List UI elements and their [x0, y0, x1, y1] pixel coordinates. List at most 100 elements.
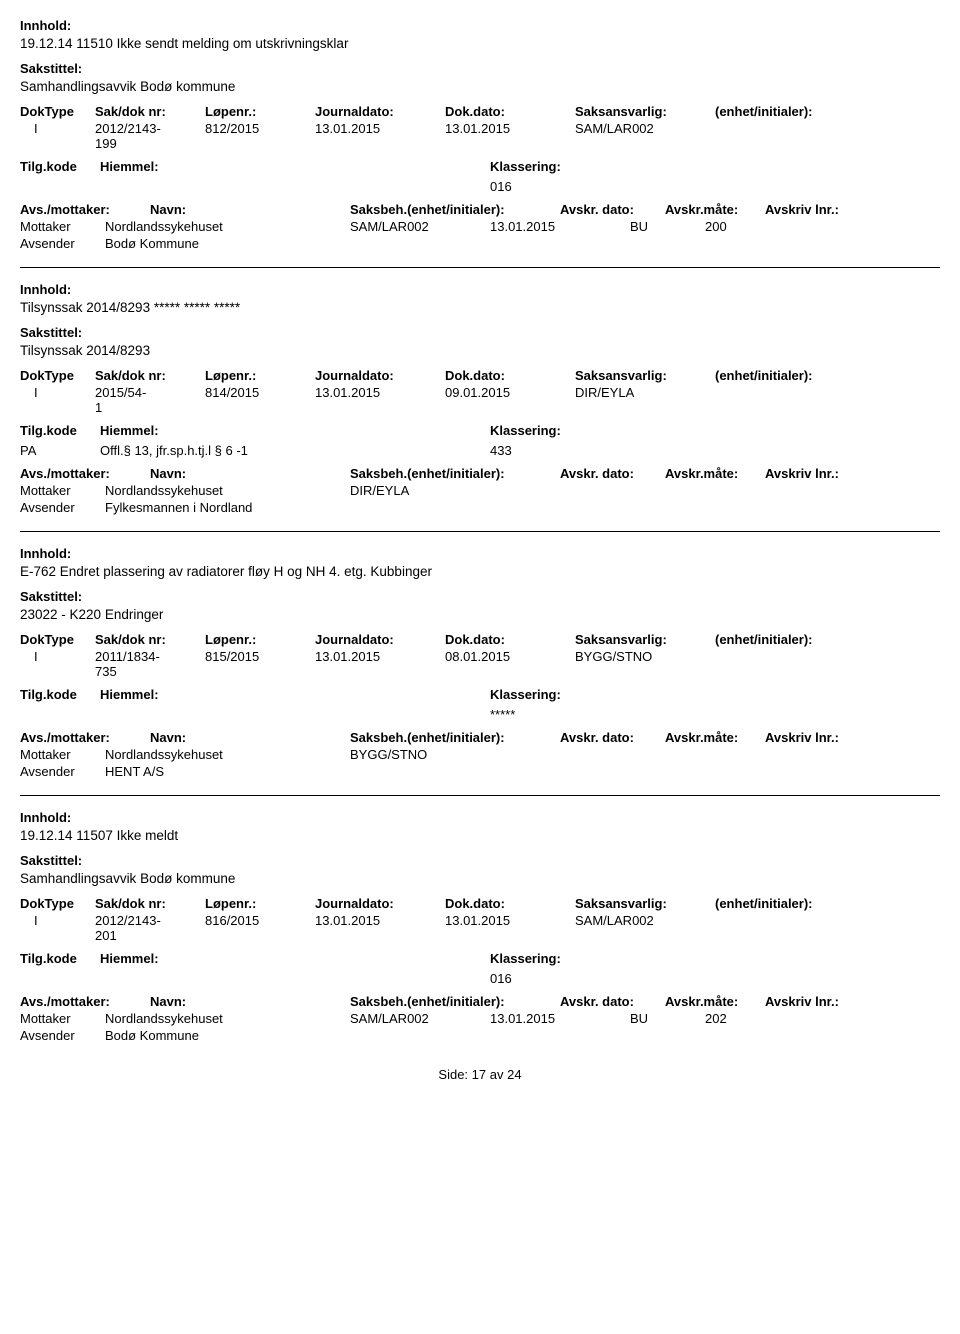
val-enhet — [715, 649, 865, 679]
val-hjemmel: Offl.§ 13, jfr.sp.h.tj.l § 6 -1 — [100, 443, 360, 458]
hdr-sakdok: Sak/dok nr: — [95, 368, 205, 383]
val-saksansvarlig: DIR/EYLA — [575, 385, 715, 415]
party-avskriv-lnr — [705, 500, 775, 515]
party-saksbeh: SAM/LAR002 — [350, 219, 490, 234]
val-sakdok: 2012/2143-201 — [95, 913, 205, 943]
side-label: Side: — [438, 1067, 468, 1082]
hdr-dokdato: Dok.dato: — [445, 368, 575, 383]
innhold-label: Innhold: — [20, 810, 940, 825]
party-avskr-dato — [490, 764, 630, 779]
hdr-tilgkode: Tilg.kode — [20, 687, 100, 702]
sakstittel-value: 23022 - K220 Endringer — [20, 607, 940, 622]
innhold-label: Innhold: — [20, 18, 940, 33]
hdr-avskr-mate: Avskr.måte: — [665, 202, 765, 217]
side-total: 24 — [507, 1067, 521, 1082]
party-row: Mottaker Nordlandssykehuset DIR/EYLA — [20, 483, 940, 498]
party-avskriv-lnr — [705, 1028, 775, 1043]
sakstittel-label: Sakstittel: — [20, 325, 940, 340]
val-dokdato: 08.01.2015 — [445, 649, 575, 679]
party-name: Nordlandssykehuset — [105, 1011, 350, 1026]
hdr-avskr-dato: Avskr. dato: — [560, 994, 665, 1009]
party-avskr-mate — [630, 236, 705, 251]
hdr-journaldato: Journaldato: — [315, 368, 445, 383]
hdr-doktype: DokType — [20, 632, 95, 647]
hdr-hjemmel: Hiemmel: — [100, 159, 360, 174]
party-avskriv-lnr: 202 — [705, 1011, 775, 1026]
hdr-saksansvarlig: Saksansvarlig: — [575, 632, 715, 647]
hdr-navn: Navn: — [150, 730, 350, 745]
val-tilgkode: PA — [20, 443, 100, 458]
val-tilgkode — [20, 971, 100, 986]
val-dokdato: 13.01.2015 — [445, 121, 575, 151]
hdr-tilgkode: Tilg.kode — [20, 423, 100, 438]
hdr-avs-mottaker: Avs./mottaker: — [20, 202, 150, 217]
hdr-hjemmel: Hiemmel: — [100, 951, 360, 966]
hdr-klassering: Klassering: — [360, 423, 590, 438]
hdr-enhet: (enhet/initialer): — [715, 632, 865, 647]
val-journaldato: 13.01.2015 — [315, 913, 445, 943]
party-avskriv-lnr — [705, 483, 775, 498]
meta-header-row: DokType Sak/dok nr: Løpenr.: Journaldato… — [20, 632, 940, 647]
hdr-avskriv-lnr: Avskriv lnr.: — [765, 466, 855, 481]
party-row: Avsender Bodø Kommune — [20, 236, 940, 251]
sakstittel-value: Samhandlingsavvik Bodø kommune — [20, 871, 940, 886]
hdr-klassering: Klassering: — [360, 159, 590, 174]
meta-value-row: I 2012/2143-199 812/2015 13.01.2015 13.0… — [20, 121, 940, 151]
hdr-tilgkode: Tilg.kode — [20, 159, 100, 174]
party-saksbeh: SAM/LAR002 — [350, 1011, 490, 1026]
val-dokdato: 09.01.2015 — [445, 385, 575, 415]
val-saksansvarlig: BYGG/STNO — [575, 649, 715, 679]
klass-value-row: 016 — [20, 179, 940, 194]
party-saksbeh: DIR/EYLA — [350, 483, 490, 498]
party-role: Mottaker — [20, 747, 105, 762]
hdr-saksbeh-ei: Saksbeh.(enhet/initialer): — [350, 202, 560, 217]
journal-record: Innhold: Tilsynssak 2014/8293 ***** ****… — [20, 274, 940, 521]
party-avskr-mate: BU — [630, 1011, 705, 1026]
party-avskr-mate: BU — [630, 219, 705, 234]
hdr-saksansvarlig: Saksansvarlig: — [575, 368, 715, 383]
meta-value-row: I 2011/1834-735 815/2015 13.01.2015 08.0… — [20, 649, 940, 679]
sakstittel-value: Tilsynssak 2014/8293 — [20, 343, 940, 358]
party-avskr-mate — [630, 1028, 705, 1043]
hdr-saksansvarlig: Saksansvarlig: — [575, 896, 715, 911]
party-header-row: Avs./mottaker: Navn: Saksbeh.(enhet/init… — [20, 466, 940, 481]
hdr-dokdato: Dok.dato: — [445, 632, 575, 647]
klass-header-row: Tilg.kode Hiemmel: Klassering: — [20, 687, 940, 705]
val-doktype: I — [20, 913, 95, 943]
val-klassering: 016 — [360, 971, 590, 986]
meta-header-row: DokType Sak/dok nr: Løpenr.: Journaldato… — [20, 896, 940, 911]
val-tilgkode — [20, 179, 100, 194]
party-name: Nordlandssykehuset — [105, 483, 350, 498]
hdr-hjemmel: Hiemmel: — [100, 687, 360, 702]
party-row: Mottaker Nordlandssykehuset SAM/LAR002 1… — [20, 219, 940, 234]
klass-value-row: 016 — [20, 971, 940, 986]
klass-value-row: PA Offl.§ 13, jfr.sp.h.tj.l § 6 -1 433 — [20, 443, 940, 458]
val-hjemmel — [100, 971, 360, 986]
hdr-avskriv-lnr: Avskriv lnr.: — [765, 994, 855, 1009]
party-name: Nordlandssykehuset — [105, 747, 350, 762]
val-lopenr: 814/2015 — [205, 385, 315, 415]
hdr-doktype: DokType — [20, 368, 95, 383]
hdr-lopenr: Løpenr.: — [205, 368, 315, 383]
hdr-tilgkode: Tilg.kode — [20, 951, 100, 966]
val-journaldato: 13.01.2015 — [315, 649, 445, 679]
hdr-lopenr: Løpenr.: — [205, 632, 315, 647]
record-separator — [20, 795, 940, 796]
hdr-avskr-mate: Avskr.måte: — [665, 994, 765, 1009]
sakstittel-label: Sakstittel: — [20, 853, 940, 868]
innhold-label: Innhold: — [20, 546, 940, 561]
party-header-row: Avs./mottaker: Navn: Saksbeh.(enhet/init… — [20, 994, 940, 1009]
klass-header-row: Tilg.kode Hiemmel: Klassering: — [20, 951, 940, 969]
party-name: Bodø Kommune — [105, 236, 350, 251]
innhold-value: Tilsynssak 2014/8293 ***** ***** ***** — [20, 300, 940, 315]
val-journaldato: 13.01.2015 — [315, 121, 445, 151]
hdr-dokdato: Dok.dato: — [445, 104, 575, 119]
hdr-enhet: (enhet/initialer): — [715, 368, 865, 383]
hdr-journaldato: Journaldato: — [315, 104, 445, 119]
val-sakdok: 2011/1834-735 — [95, 649, 205, 679]
hdr-dokdato: Dok.dato: — [445, 896, 575, 911]
hdr-saksbeh-ei: Saksbeh.(enhet/initialer): — [350, 730, 560, 745]
innhold-value: 19.12.14 11507 Ikke meldt — [20, 828, 940, 843]
meta-header-row: DokType Sak/dok nr: Løpenr.: Journaldato… — [20, 104, 940, 119]
party-avskr-mate — [630, 747, 705, 762]
